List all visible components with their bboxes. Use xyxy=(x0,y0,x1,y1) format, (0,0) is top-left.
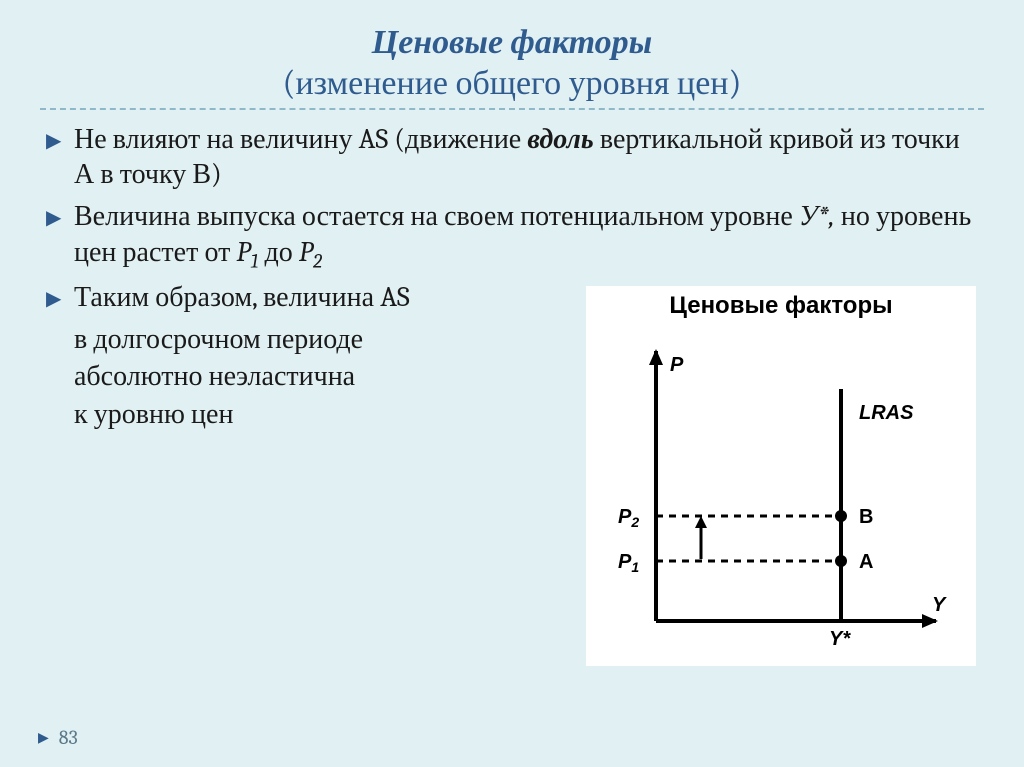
bullet-1: ▶ Не влияют на величину AS (движение вдо… xyxy=(46,122,978,194)
svg-text:LRAS: LRAS xyxy=(859,402,914,424)
svg-text:A: A xyxy=(859,551,873,573)
footer-play-icon: ▶ xyxy=(38,729,49,746)
bullet-marker-icon: ▶ xyxy=(46,280,74,316)
title-line-1: Ценовые факторы xyxy=(46,22,978,63)
bullet-2: ▶ Величина выпуска остается на своем пот… xyxy=(46,199,978,274)
chart-title: Ценовые факторы xyxy=(586,292,976,320)
svg-text:Y*: Y* xyxy=(829,628,851,650)
title-divider xyxy=(40,108,984,110)
slide-title: Ценовые факторы (изменение общего уровня… xyxy=(46,22,978,104)
bullet-marker-icon: ▶ xyxy=(46,122,74,194)
svg-text:P: P xyxy=(670,354,684,376)
chart: Ценовые факторы P Y LRAS B A P2 P1 Y* xyxy=(586,286,976,666)
bullet-1-text: Не влияют на величину AS (движение вдоль… xyxy=(74,122,978,194)
bullet-marker-icon: ▶ xyxy=(46,199,74,274)
page-number: 83 xyxy=(59,726,78,749)
footer: ▶ 83 xyxy=(38,726,78,749)
svg-text:P1: P1 xyxy=(618,551,639,575)
slide: Ценовые факторы (изменение общего уровня… xyxy=(0,0,1024,767)
bullet-1-em: вдоль xyxy=(527,123,593,155)
title-line-2: (изменение общего уровня цен) xyxy=(46,63,978,104)
bullet-1-pre: Не влияют на величину AS (движение xyxy=(74,123,527,155)
svg-text:P2: P2 xyxy=(618,506,639,530)
svg-text:Y: Y xyxy=(932,594,947,616)
chart-svg: P Y LRAS B A P2 P1 Y* xyxy=(616,336,956,656)
bullet-2-text: Величина выпуска остается на своем потен… xyxy=(74,199,978,274)
svg-text:B: B xyxy=(859,506,873,528)
